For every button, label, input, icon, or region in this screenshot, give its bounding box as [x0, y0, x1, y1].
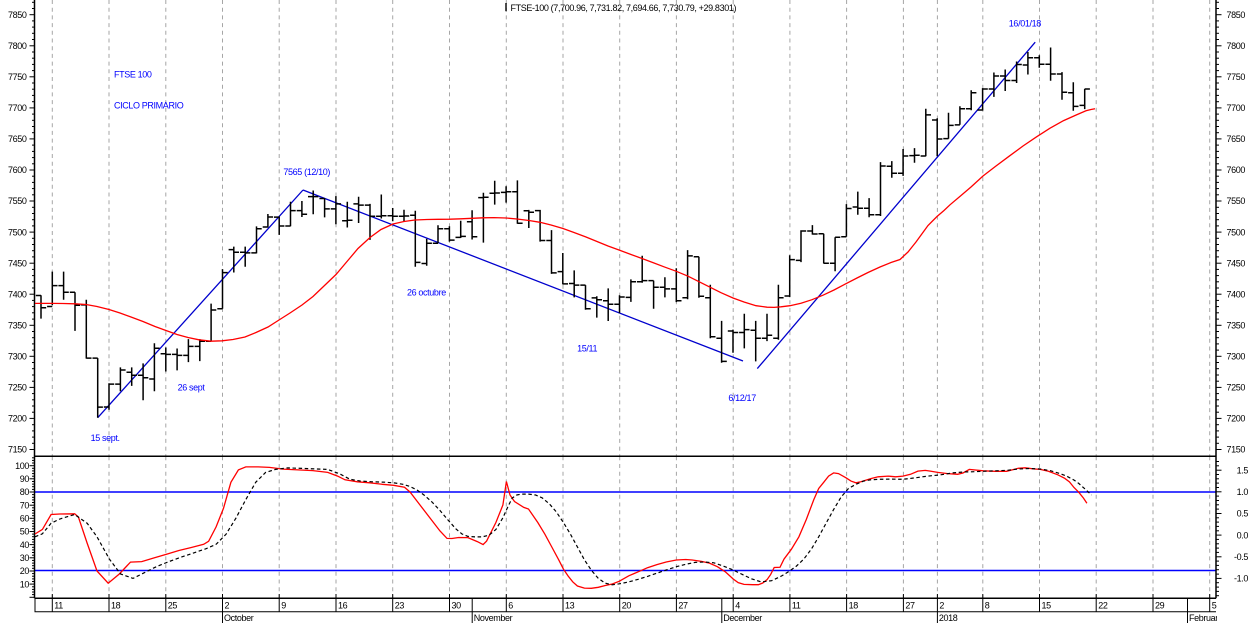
svg-text:7600: 7600 [8, 165, 27, 175]
svg-text:FTSE-100 (7,700.96, 7,731.82,: FTSE-100 (7,700.96, 7,731.82, 7,694.66, … [511, 3, 737, 13]
svg-text:90: 90 [20, 474, 30, 484]
svg-text:26 octubre: 26 octubre [407, 287, 446, 297]
svg-text:15 sept.: 15 sept. [91, 433, 120, 443]
svg-text:0.5: 0.5 [1237, 509, 1249, 519]
svg-text:30: 30 [20, 553, 30, 563]
svg-text:20: 20 [20, 566, 30, 576]
svg-text:CICLO PRIMARIO: CICLO PRIMARIO [114, 100, 184, 110]
svg-text:7650: 7650 [8, 134, 27, 144]
svg-text:16: 16 [338, 601, 348, 611]
svg-text:1.0: 1.0 [1237, 487, 1249, 497]
svg-text:2018: 2018 [939, 613, 958, 623]
svg-text:7550: 7550 [1227, 196, 1246, 206]
svg-text:80: 80 [20, 487, 30, 497]
svg-text:7450: 7450 [1227, 258, 1246, 268]
svg-text:29: 29 [1155, 601, 1165, 611]
svg-text:7400: 7400 [1227, 289, 1246, 299]
svg-text:0.0: 0.0 [1237, 530, 1249, 540]
svg-text:7800: 7800 [1227, 41, 1246, 51]
svg-text:February: February [1189, 613, 1223, 623]
svg-text:-1.0: -1.0 [1234, 574, 1248, 584]
svg-text:26 sept: 26 sept [178, 383, 206, 393]
svg-text:6: 6 [508, 601, 513, 611]
svg-text:7200: 7200 [1227, 414, 1246, 424]
svg-text:18: 18 [849, 601, 859, 611]
svg-text:7300: 7300 [8, 352, 27, 362]
svg-text:7350: 7350 [8, 321, 27, 331]
svg-text:7650: 7650 [1227, 134, 1246, 144]
svg-text:7250: 7250 [8, 383, 27, 393]
svg-text:70: 70 [20, 500, 30, 510]
svg-text:7500: 7500 [8, 227, 27, 237]
svg-text:7600: 7600 [1227, 165, 1246, 175]
svg-text:50: 50 [20, 527, 30, 537]
svg-text:11: 11 [54, 601, 63, 611]
svg-text:27: 27 [905, 601, 915, 611]
svg-text:4: 4 [735, 601, 740, 611]
svg-text:7300: 7300 [1227, 352, 1246, 362]
svg-text:8: 8 [985, 601, 990, 611]
svg-text:6/12/17: 6/12/17 [728, 393, 756, 403]
svg-text:7200: 7200 [8, 414, 27, 424]
svg-text:25: 25 [168, 601, 178, 611]
svg-text:7750: 7750 [8, 72, 27, 82]
svg-text:11: 11 [792, 601, 801, 611]
svg-text:100: 100 [15, 461, 29, 471]
svg-text:7850: 7850 [1227, 10, 1246, 20]
svg-text:7400: 7400 [8, 289, 27, 299]
svg-text:7850: 7850 [8, 10, 27, 20]
svg-text:1.5: 1.5 [1237, 465, 1249, 475]
svg-text:9: 9 [281, 601, 286, 611]
svg-text:22: 22 [1098, 601, 1108, 611]
svg-text:5: 5 [1212, 601, 1217, 611]
svg-text:7750: 7750 [1227, 72, 1246, 82]
svg-text:13: 13 [565, 601, 575, 611]
svg-text:December: December [723, 613, 762, 623]
svg-text:60: 60 [20, 514, 30, 524]
svg-text:2: 2 [225, 601, 230, 611]
svg-text:7700: 7700 [1227, 103, 1246, 113]
svg-text:-0.5: -0.5 [1234, 552, 1248, 562]
svg-text:7250: 7250 [1227, 383, 1246, 393]
svg-text:7150: 7150 [1227, 445, 1246, 455]
svg-text:7800: 7800 [8, 41, 27, 51]
svg-text:7700: 7700 [8, 103, 27, 113]
svg-text:November: November [474, 613, 513, 623]
svg-text:30: 30 [452, 601, 462, 611]
svg-text:7565 (12/10): 7565 (12/10) [283, 167, 330, 177]
svg-text:10: 10 [20, 579, 30, 589]
svg-text:7500: 7500 [1227, 227, 1246, 237]
svg-text:7150: 7150 [8, 445, 27, 455]
svg-text:27: 27 [678, 601, 688, 611]
svg-text:16/01/18: 16/01/18 [1009, 18, 1041, 28]
svg-text:7550: 7550 [8, 196, 27, 206]
svg-text:40: 40 [20, 540, 30, 550]
svg-text:23: 23 [395, 601, 405, 611]
svg-text:7350: 7350 [1227, 321, 1246, 331]
svg-text:20: 20 [622, 601, 632, 611]
svg-text:2: 2 [939, 601, 944, 611]
svg-text:7450: 7450 [8, 258, 27, 268]
svg-text:FTSE 100: FTSE 100 [114, 69, 152, 79]
svg-text:15: 15 [1042, 601, 1052, 611]
svg-text:October: October [224, 613, 254, 623]
svg-text:15/11: 15/11 [577, 343, 597, 353]
svg-text:18: 18 [111, 601, 121, 611]
